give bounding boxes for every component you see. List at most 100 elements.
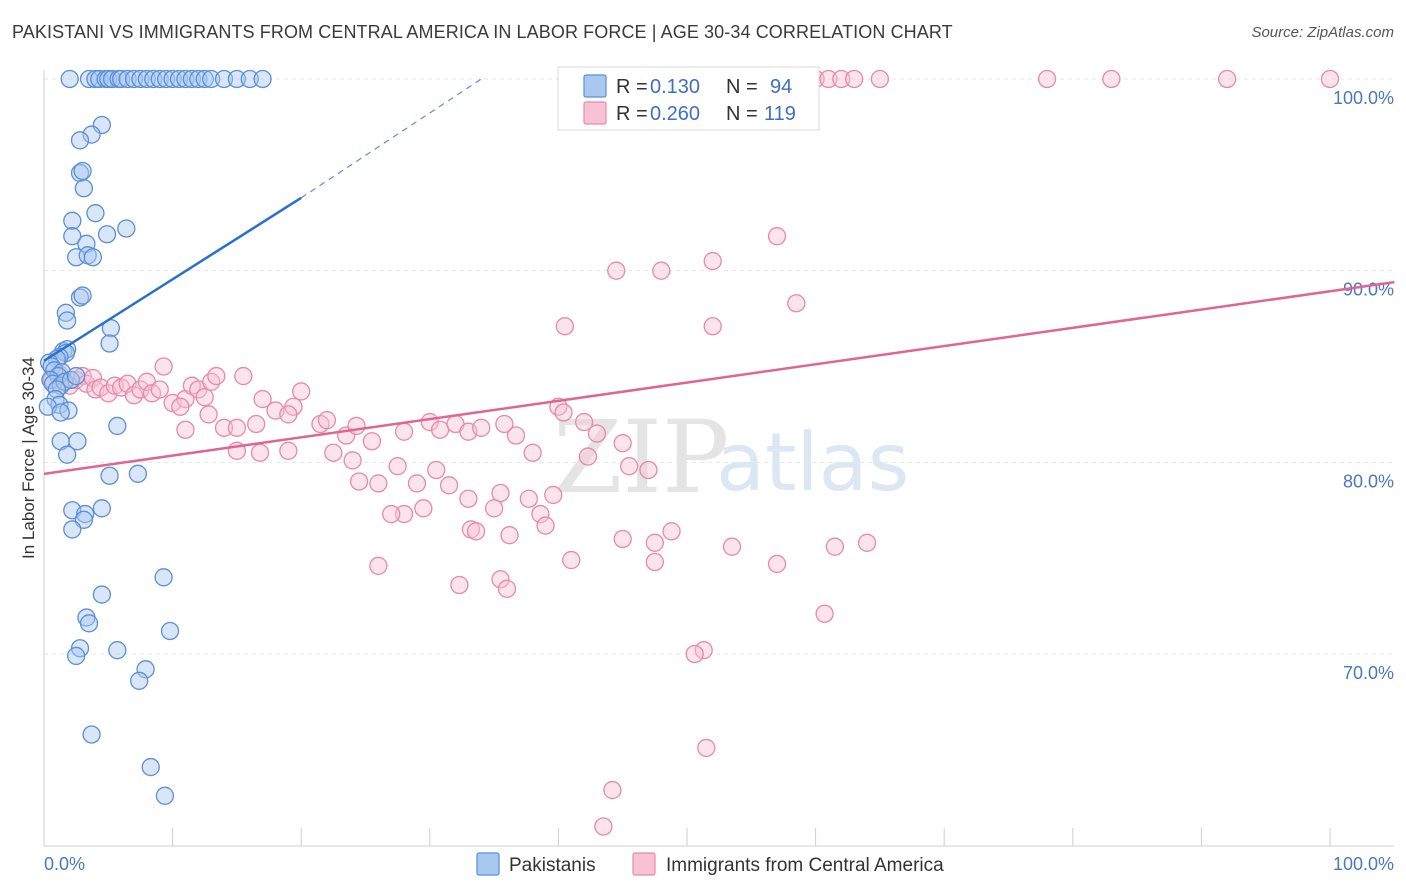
central-america-point bbox=[787, 294, 806, 313]
pakistani-point bbox=[92, 585, 112, 604]
central-america-point bbox=[639, 460, 658, 480]
central-america-point bbox=[506, 426, 526, 445]
central-america-point bbox=[870, 69, 890, 89]
pakistani-point bbox=[50, 395, 69, 414]
central-america-point bbox=[195, 388, 214, 407]
legend-central-america-swatch bbox=[632, 852, 656, 876]
central-america-point bbox=[523, 443, 542, 462]
central-america-point bbox=[414, 499, 433, 518]
pakistani-point bbox=[182, 69, 202, 89]
central-america-point bbox=[594, 817, 613, 836]
central-america-point bbox=[279, 405, 298, 424]
watermark: ZIP atlas bbox=[553, 399, 909, 516]
central-america-point bbox=[554, 403, 573, 422]
pakistani-point bbox=[130, 671, 149, 690]
central-america-point bbox=[1320, 69, 1340, 89]
central-america-point bbox=[459, 489, 478, 508]
central-america-point bbox=[394, 422, 414, 441]
pakistani-point bbox=[195, 69, 214, 89]
pakistani-point bbox=[70, 131, 90, 150]
pakistani-point bbox=[63, 227, 82, 246]
central-america-point bbox=[536, 516, 555, 535]
pakistani-point bbox=[60, 69, 79, 89]
legend-r-label-2: R = bbox=[616, 103, 648, 125]
pakistani-point bbox=[176, 69, 195, 89]
pakistani-point bbox=[56, 303, 76, 322]
pakistani-point bbox=[240, 69, 259, 89]
pakistani-point bbox=[79, 614, 99, 633]
central-america-point bbox=[176, 420, 195, 439]
central-america-point bbox=[603, 780, 622, 800]
central-america-point bbox=[1037, 69, 1057, 89]
pakistani-point bbox=[55, 372, 74, 391]
central-america-point bbox=[247, 414, 266, 434]
pakistani-point bbox=[118, 69, 137, 89]
central-america-point bbox=[466, 522, 486, 541]
pakistani-point bbox=[82, 125, 101, 144]
pakistani-point bbox=[76, 504, 95, 524]
central-america-point bbox=[722, 537, 742, 556]
central-america-point bbox=[662, 522, 681, 541]
central-america-point bbox=[587, 424, 607, 443]
pakistani-point bbox=[160, 621, 180, 641]
gridlines bbox=[44, 78, 1394, 655]
central-america-point bbox=[349, 472, 369, 491]
central-america-point bbox=[544, 485, 563, 505]
legend-pakistanis-swatch bbox=[476, 852, 500, 876]
central-america-point bbox=[491, 483, 510, 503]
pakistani-points bbox=[38, 69, 272, 805]
pakistani-point bbox=[68, 432, 87, 451]
pakistani-point bbox=[108, 641, 127, 660]
pakistani-point bbox=[155, 786, 175, 805]
central-america-point bbox=[495, 414, 514, 434]
y-tick-label-70: 70.0% bbox=[1343, 663, 1394, 683]
central-america-point bbox=[819, 69, 838, 89]
central-america-point bbox=[234, 366, 253, 386]
central-america-point bbox=[645, 552, 664, 572]
trend-lines bbox=[43, 78, 1395, 476]
central-america-point bbox=[439, 476, 459, 495]
central-america-point bbox=[394, 504, 414, 524]
central-america-point bbox=[767, 227, 787, 246]
pakistani-point bbox=[128, 464, 148, 483]
pakistani-point bbox=[131, 69, 150, 89]
central-america-point bbox=[472, 418, 491, 437]
central-america-point bbox=[150, 380, 169, 399]
central-america-point bbox=[382, 504, 401, 524]
pakistani-point bbox=[141, 757, 160, 777]
central-america-point bbox=[430, 420, 450, 439]
y-tick-labels: 70.0%80.0%90.0%100.0% bbox=[1333, 88, 1394, 683]
pakistani-point bbox=[83, 248, 103, 267]
pakistani-trend-extension bbox=[300, 78, 482, 199]
pakistani-point bbox=[100, 466, 119, 485]
pakistani-trend-line bbox=[43, 196, 302, 362]
series-legend: Pakistanis Immigrants from Central Ameri… bbox=[476, 852, 944, 876]
central-america-point bbox=[645, 533, 664, 552]
pakistani-point bbox=[47, 380, 67, 399]
pakistani-point bbox=[100, 334, 119, 353]
legend-r-value-2: 0.260 bbox=[650, 103, 700, 125]
central-america-point bbox=[1217, 69, 1237, 89]
central-america-point bbox=[171, 397, 190, 416]
pakistani-point bbox=[154, 568, 173, 587]
central-america-point bbox=[652, 261, 671, 280]
central-america-point bbox=[613, 529, 632, 549]
central-america-point bbox=[450, 575, 469, 595]
watermark-zip: ZIP bbox=[553, 399, 729, 516]
pakistani-point bbox=[73, 161, 92, 181]
y-tick-label-100: 100.0% bbox=[1333, 88, 1394, 108]
pakistani-point bbox=[124, 69, 144, 89]
pakistani-point bbox=[70, 288, 90, 307]
central-america-points bbox=[42, 69, 1340, 836]
central-america-point bbox=[619, 457, 639, 476]
pakistani-point bbox=[73, 286, 92, 305]
x-tick-label-max: 100.0% bbox=[1333, 854, 1394, 874]
pakistani-point bbox=[57, 311, 77, 330]
pakistani-point bbox=[136, 660, 155, 679]
chart-title: PAKISTANI VS IMMIGRANTS FROM CENTRAL AME… bbox=[12, 22, 953, 42]
pakistani-point bbox=[253, 69, 272, 89]
central-america-point bbox=[253, 389, 272, 409]
central-america-point bbox=[697, 738, 716, 758]
pakistani-point bbox=[117, 219, 136, 238]
legend-swatch-pink bbox=[583, 101, 607, 125]
